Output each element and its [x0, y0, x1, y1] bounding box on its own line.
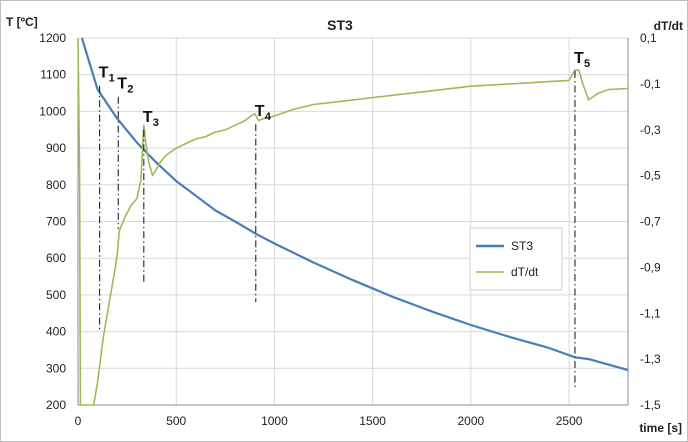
y-right-tick-label: -0,9 — [640, 260, 661, 274]
x-tick-label: 0 — [75, 414, 82, 428]
y-right-tick-label: -1,1 — [640, 306, 661, 320]
grid-layer — [77, 37, 629, 406]
marker-label-t5: T — [574, 50, 584, 67]
y-right-tick-label: -0,3 — [640, 123, 661, 137]
y-right-tick-label: -1,5 — [640, 398, 661, 412]
x-tick-label: 1500 — [359, 414, 386, 428]
y-right-tick-label: -0,5 — [640, 169, 661, 183]
marker-label-t2: T — [117, 76, 127, 93]
series-layer — [77, 37, 629, 406]
x-tick-label: 500 — [166, 414, 186, 428]
x-tick-label: 2000 — [458, 414, 485, 428]
y-left-tick-label: 800 — [46, 178, 66, 192]
y-left-tick-label: 400 — [46, 325, 66, 339]
y-right-axis-title: dT/dt — [654, 19, 683, 33]
y-right-tick-label: 0,1 — [640, 31, 657, 45]
marker-label-t4: T — [255, 103, 265, 120]
legend-label-st3: ST3 — [511, 239, 533, 253]
chart-title: ST3 — [327, 17, 353, 33]
series-line-dtdt — [77, 37, 629, 406]
marker-label-t1: T — [99, 65, 109, 82]
x-axis-title: time [s] — [639, 421, 682, 435]
y-right-tick-label: -1,3 — [640, 352, 661, 366]
marker-subscript-t4: 4 — [265, 111, 272, 123]
y-left-tick-label: 500 — [46, 288, 66, 302]
marker-subscript-t3: 3 — [153, 117, 159, 129]
y-left-tick-label: 1000 — [39, 104, 66, 118]
legend-label-dtdt: dT/dt — [511, 265, 539, 279]
annotation-layer: T 1 T 2T 3T 4T 5 — [99, 50, 590, 389]
y-left-tick-label: 300 — [46, 361, 66, 375]
y-left-axis-title: T [ºC] — [6, 15, 38, 29]
y-left-tick-label: 1200 — [39, 31, 66, 45]
y-left-tick-label: 1100 — [40, 68, 66, 82]
y-right-tick-label: -0,1 — [640, 77, 661, 91]
x-tick-label: 1000 — [261, 414, 288, 428]
y-left-tick-label: 600 — [46, 251, 66, 265]
y-left-tick-label: 200 — [46, 398, 66, 412]
y-left-tick-label: 900 — [46, 141, 66, 155]
y-left-tick-label: 700 — [46, 215, 66, 229]
series-line-st3 — [80, 37, 629, 372]
marker-subscript-t5: 5 — [584, 58, 590, 70]
marker-subscript-t2: 2 — [127, 84, 133, 96]
legend-box — [469, 227, 563, 291]
y-right-tick-label: -0,7 — [640, 215, 661, 229]
x-tick-label: 2500 — [556, 414, 583, 428]
marker-label-t3: T — [143, 109, 153, 126]
legend: ST3 dT/dt — [469, 227, 563, 291]
marker-subscript-t1: 1 — [109, 73, 115, 85]
